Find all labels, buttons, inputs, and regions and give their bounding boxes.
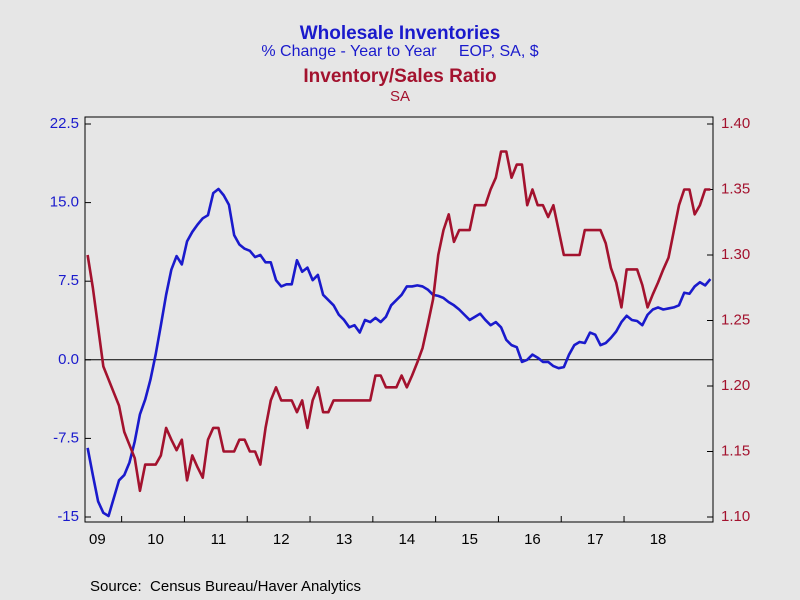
chart-title-2: Inventory/Sales Ratio [303, 66, 496, 87]
y2-tick-label: 1.10 [721, 508, 750, 525]
y2-tick-label: 1.35 [721, 180, 750, 197]
chart-subtitle: % Change - Year to Year EOP, SA, $ [261, 43, 538, 60]
y2-tick-label: 1.25 [721, 311, 750, 328]
y2-tick-label: 1.30 [721, 246, 750, 263]
x-tick-label: 14 [399, 531, 416, 548]
y-tick-label: 7.5 [58, 272, 79, 289]
y-tick-label: 0.0 [58, 351, 79, 368]
x-tick-label: 13 [336, 531, 353, 548]
y2-tick-label: 1.20 [721, 377, 750, 394]
y-tick-label: 15.0 [50, 194, 79, 211]
x-tick-label: 16 [524, 531, 541, 548]
plot-frame [84, 116, 714, 523]
chart-subtitle-2: SA [390, 88, 410, 105]
y-tick-label: -15 [57, 508, 79, 525]
x-tick-label: 15 [461, 531, 478, 548]
y2-tick-label: 1.15 [721, 442, 750, 459]
y-tick-label: 22.5 [50, 115, 79, 132]
y2-tick-label: 1.40 [721, 115, 750, 132]
chart-title: Wholesale Inventories [300, 23, 501, 44]
x-tick-label: 17 [587, 531, 604, 548]
x-tick-label: 11 [211, 531, 227, 548]
x-tick-label: 12 [273, 531, 290, 548]
x-tick-label: 09 [89, 531, 106, 548]
y-tick-label: -7.5 [53, 429, 79, 446]
data-line [86, 150, 711, 493]
source-note: Source: Census Bureau/Haver Analytics [90, 578, 361, 595]
data-line [86, 187, 712, 518]
x-tick-label: 10 [147, 531, 164, 548]
x-tick-label: 18 [650, 531, 667, 548]
